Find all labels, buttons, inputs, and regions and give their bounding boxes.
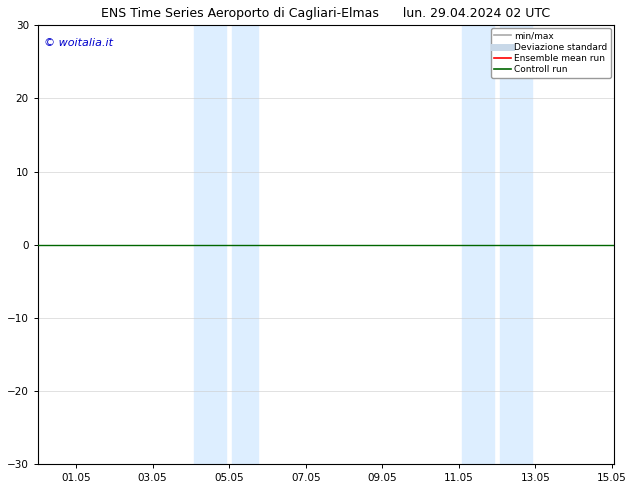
Legend: min/max, Deviazione standard, Ensemble mean run, Controll run: min/max, Deviazione standard, Ensemble m… bbox=[491, 28, 611, 78]
Text: © woitalia.it: © woitalia.it bbox=[44, 38, 113, 49]
Bar bbox=[232, 25, 258, 464]
Bar bbox=[462, 25, 494, 464]
Title: ENS Time Series Aeroporto di Cagliari-Elmas      lun. 29.04.2024 02 UTC: ENS Time Series Aeroporto di Cagliari-El… bbox=[101, 7, 550, 20]
Bar bbox=[500, 25, 533, 464]
Bar bbox=[194, 25, 226, 464]
